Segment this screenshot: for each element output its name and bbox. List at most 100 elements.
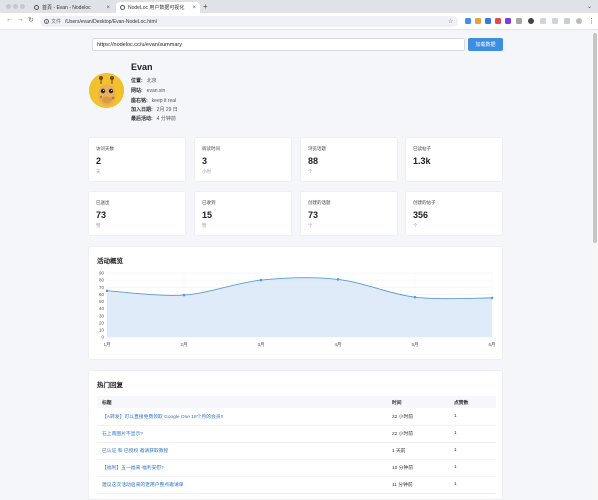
translate-extension-icon[interactable] — [465, 18, 471, 24]
activity-line-chart: 0 10 20 30 40 50 60 70 80 90 1月 2月 3月 4月 5月 6月 — [99, 271, 496, 348]
x-tick-label: 1月 — [103, 342, 110, 348]
stat-value: 2 — [96, 156, 102, 166]
address-scheme-label: 文件 — [51, 19, 62, 25]
stat-unit: 赞 — [202, 223, 207, 228]
reply-title-link[interactable]: 石上南图片不显示? — [97, 425, 387, 443]
page-scrollbar[interactable] — [592, 31, 598, 500]
y-tick-label: 70 — [99, 285, 105, 290]
reply-time: 22 小时前 — [387, 408, 449, 426]
table-row: 石上南图片不显示? 22 小时前 1 — [97, 425, 496, 443]
info-icon[interactable]: i — [44, 19, 49, 24]
reply-time: 10 分钟前 — [387, 459, 449, 477]
hot-replies-title: 热门回复 — [97, 382, 123, 389]
y-tick-label: 20 — [99, 320, 105, 325]
address-text: /Users/evan/Desktop/Evan-NodeLoc.html — [65, 18, 157, 25]
stat-label: 阅读时间 — [202, 146, 220, 151]
y-tick-label: 90 — [99, 271, 105, 276]
back-icon[interactable]: ← — [6, 16, 13, 23]
extension-icon[interactable] — [485, 18, 491, 24]
data-point — [182, 293, 186, 297]
reply-time: 22 小时前 — [387, 425, 449, 443]
bookmark-star-icon[interactable]: ☆ — [448, 19, 454, 25]
reply-time: 11 分钟前 — [387, 476, 449, 494]
hot-replies-table: 标题 时间 点赞数 【A转发】可以直接免费领取 Google One 18个月的… — [97, 396, 496, 494]
close-tab-icon[interactable]: × — [192, 4, 196, 11]
close-tab-icon[interactable]: × — [106, 4, 110, 11]
stat-value: 88 — [308, 156, 319, 166]
field-label: 位置: — [131, 78, 143, 84]
field-label: 网站: — [131, 88, 143, 94]
stat-unit: 个 — [308, 169, 313, 174]
extension-icon[interactable] — [516, 18, 522, 24]
series-line — [106, 277, 493, 300]
y-tick-label: 60 — [99, 292, 105, 297]
field-value: evan.xin — [146, 88, 166, 94]
zoom-window-icon[interactable] — [20, 4, 25, 9]
reply-title-link[interactable]: 【福利】五一福来·福利安慰? — [97, 459, 387, 477]
load-data-button[interactable]: 加载数据 — [468, 38, 503, 51]
hot-replies-panel: 热门回复 标题 时间 点赞数 【A转发】可以直接免费领取 Google One … — [88, 370, 503, 500]
column-header-title: 标题 — [97, 396, 387, 408]
close-window-icon[interactable] — [6, 4, 11, 9]
avatar — [89, 73, 124, 108]
activity-panel: 活动概览 0 10 20 30 40 50 60 70 80 90 1月 2月 3月 4月 5月 6月 — [88, 246, 503, 360]
minimize-window-icon[interactable] — [13, 4, 18, 9]
reply-title-link[interactable]: 建议这次活动后来的老用户整点邀请单 — [97, 476, 387, 494]
data-point — [336, 278, 340, 281]
tab-nodeloc-home[interactable]: 首頁 - Evan - Nodeloc × — [30, 2, 114, 13]
reply-likes: 1 — [449, 425, 496, 443]
stat-value: 73 — [308, 210, 319, 220]
data-point — [105, 289, 109, 293]
profile-avatar-icon[interactable] — [576, 18, 582, 24]
stat-label: 已读帖子 — [413, 146, 431, 151]
extension-icon[interactable] — [505, 18, 511, 24]
reply-title-link[interactable]: 已认证 和 已授权 邀请获取教程 — [97, 442, 387, 460]
forward-icon[interactable]: → — [17, 16, 24, 23]
reply-title-link[interactable]: 【A转发】可以直接免费领取 Google One 18个月的会员!! — [97, 408, 387, 426]
y-tick-label: 80 — [99, 278, 105, 283]
address-bar[interactable]: i 文件 /Users/evan/Desktop/Evan-NodeLoc.ht… — [40, 16, 458, 27]
y-tick-label: 50 — [99, 299, 105, 304]
sidebar-icon[interactable] — [564, 18, 570, 24]
new-tab-icon[interactable]: + — [203, 2, 208, 11]
x-tick-label: 2月 — [180, 342, 187, 348]
stat-value: 15 — [202, 210, 213, 220]
stat-label: 创建的话题 — [308, 200, 331, 205]
tab-search-icon[interactable]: ⌄ — [586, 4, 592, 10]
stat-unit: 个 — [308, 223, 313, 228]
data-point — [259, 278, 263, 282]
stat-label: 已送出 — [96, 200, 110, 205]
puzzle-extensions-icon[interactable] — [552, 18, 558, 24]
reply-likes: 1 — [449, 476, 496, 494]
stat-card-posts-created: 创建的帖子 356 个 — [405, 191, 503, 236]
field-value: keep it real — [151, 98, 177, 104]
user-name: Evan — [131, 62, 153, 72]
tab-title: 首頁 - Evan - Nodeloc — [42, 5, 91, 11]
stat-label: 创建的帖子 — [413, 200, 436, 205]
data-point — [490, 296, 494, 300]
extension-icon[interactable] — [540, 18, 546, 24]
stat-card-visit-days: 访问天数 2 天 — [88, 137, 186, 182]
x-tick-label: 3月 — [257, 342, 264, 348]
stat-value: 356 — [413, 210, 429, 220]
reply-likes: 1 — [449, 408, 496, 426]
tab-nodeloc-visualization[interactable]: NodeLoc 用户数据可视化 × — [116, 2, 200, 13]
table-row: 已认证 和 已授权 邀请获取教程 1 天前 1 — [97, 442, 496, 460]
extension-icon[interactable] — [475, 18, 481, 24]
reply-likes: 1 — [449, 459, 496, 477]
y-tick-label: 40 — [99, 306, 105, 311]
browser-tab-bar: 首頁 - Evan - Nodeloc × NodeLoc 用户数据可视化 × … — [0, 0, 598, 13]
extension-icon[interactable] — [495, 18, 501, 24]
stat-unit: 小时 — [202, 169, 211, 174]
more-menu-icon[interactable]: ⋮ — [588, 18, 595, 25]
x-tick-label: 5月 — [411, 342, 418, 348]
reload-icon[interactable]: ↻ — [28, 17, 34, 24]
field-label: 座右铭: — [131, 98, 148, 104]
table-row: 建议这次活动后来的老用户整点邀请单 11 分钟前 1 — [97, 476, 496, 494]
extension-icon[interactable] — [528, 18, 534, 24]
profile-url-input[interactable] — [92, 38, 465, 51]
scrollbar-thumb[interactable] — [593, 33, 597, 243]
stat-unit: 个 — [413, 223, 418, 228]
globe-icon — [120, 5, 125, 10]
x-tick-label: 4月 — [334, 342, 341, 348]
